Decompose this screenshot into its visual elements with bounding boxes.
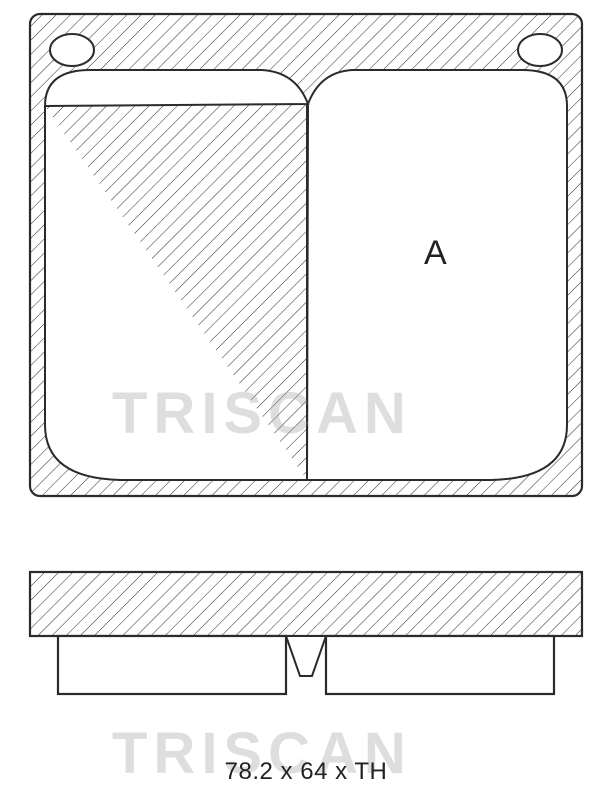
dimension-label: 78.2 x 64 x TH [0,758,612,786]
backing-plate-edge-hatch [30,572,582,636]
drawing-canvas: A TRISCAN TRISCAN 78.2 x 64 x TH [0,0,612,800]
section-label-a: A [424,234,447,273]
center-notch [286,636,326,676]
mounting-hole-right [518,34,562,66]
friction-plate-left [58,636,286,694]
brake-pad-front-view [0,0,612,510]
friction-plate-right [326,636,554,694]
brake-pad-side-view [0,560,612,730]
mounting-hole-left [50,34,94,66]
